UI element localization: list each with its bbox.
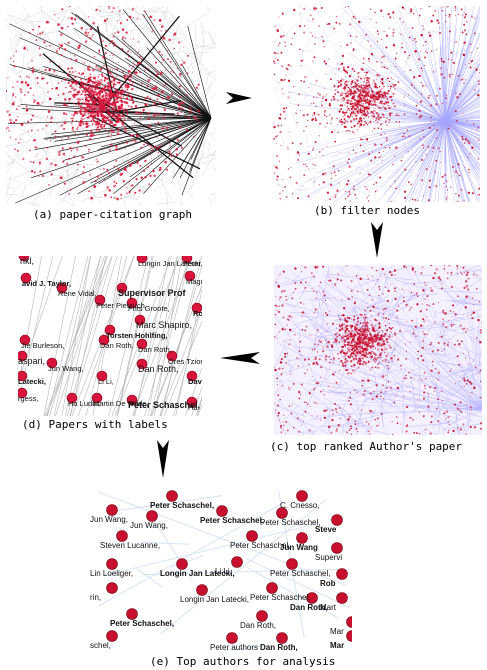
author-label: Mar xyxy=(330,627,344,636)
paper-label: Jie Burleson, xyxy=(21,341,64,350)
citation-graph-visual xyxy=(6,6,216,206)
paper-label: rikl, xyxy=(20,256,34,266)
author-label: Peter Schaschel, xyxy=(260,518,320,527)
panel-filter-nodes xyxy=(273,6,480,202)
paper-label: Ores Tzion xyxy=(168,357,202,366)
paper-label: Davi xyxy=(188,377,202,386)
panel-papers-with-labels: rikl, avid J. Taylor, Rene Vidal, Longin Ja… xyxy=(18,256,202,416)
author-label: Dan Roth, xyxy=(240,621,276,630)
paper-label: Magn xyxy=(186,277,202,286)
panel-paper-citation-graph xyxy=(6,6,216,206)
author-label: Li Li, xyxy=(215,567,232,576)
blue-edge-layer xyxy=(274,265,482,435)
label-layer: Peter Schaschel, C. Cnesso, Jun Wang, Peter… xyxy=(90,501,344,652)
author-label: Peter Schaschel, xyxy=(250,593,310,602)
paper-label: Ha Ludin, xyxy=(68,399,100,408)
author-label: Peter Schaschel, xyxy=(200,516,264,525)
author-label: Mart xyxy=(320,603,337,612)
paper-label: Jun Wang, xyxy=(48,364,84,373)
panel-top-ranked xyxy=(274,265,482,435)
author-label: schel, xyxy=(90,641,111,650)
author-label: Jun Wang, xyxy=(90,515,128,524)
caption-d: (d) Papers with labels xyxy=(22,418,168,431)
node-layer xyxy=(274,265,482,435)
top-authors-visual: Peter Schaschel, C. Cnesso, Jun Wang, Peter… xyxy=(90,490,352,652)
node-layer xyxy=(6,6,201,201)
paper-label: Marc Shapiro, xyxy=(136,320,192,330)
paper-label: Latecki, xyxy=(18,377,46,386)
caption-a: (a) paper-citation graph xyxy=(33,208,192,221)
paper-label: Peter Schaschel, xyxy=(128,400,200,410)
paper-label: Dan Roth, xyxy=(138,364,179,374)
paper-label: aspari, xyxy=(18,356,45,366)
author-label: rin, xyxy=(90,593,101,602)
author-label: Supervi xyxy=(315,553,342,562)
author-label: Dan Roth, xyxy=(260,643,298,652)
caption-c: (c) top ranked Author's paper xyxy=(270,440,463,453)
paper-label: Rene Vidal, xyxy=(58,289,97,298)
paper-label: Li Li, xyxy=(98,377,114,386)
author-label: Jun Wang, xyxy=(130,521,168,530)
paper-label: avid J. Taylor, xyxy=(22,279,71,288)
panel-top-authors: Peter Schaschel, C. Cnesso, Jun Wang, Peter… xyxy=(90,490,352,654)
author-label: Rob xyxy=(320,579,336,588)
paper-label: Supervisor Prof xyxy=(118,288,187,298)
blue-edge-layer xyxy=(273,6,480,202)
paper-label: Frits Groote, xyxy=(128,304,170,313)
author-label: Steve xyxy=(315,525,337,534)
paper-label: Dan Roth, xyxy=(138,345,172,354)
author-label: Peter Schaschel, xyxy=(110,619,174,628)
paper-label: Peter O xyxy=(183,259,202,268)
author-label: Longin Jan Latecki, xyxy=(160,569,235,578)
author-label: Longin Jan Latecki, xyxy=(180,595,249,604)
author-label: Dan Roth, xyxy=(290,603,328,612)
arrow-down-icon xyxy=(371,222,383,258)
filtered-graph-visual xyxy=(273,6,480,202)
paper-label: Longin Jan Latecki, xyxy=(138,259,202,268)
paper-label: Martin De Wilde, xyxy=(93,399,148,408)
paper-label: rgess, xyxy=(18,394,38,403)
node-layer xyxy=(18,256,202,408)
paper-label: Peter Pietzuch, xyxy=(96,301,147,310)
arrow-left-icon xyxy=(220,352,260,364)
author-label: Steven Lucanne, xyxy=(100,541,160,550)
caption-b: (b) filter nodes xyxy=(314,204,420,217)
author-label: Peter Schaschel, xyxy=(270,569,330,578)
caption-e: (e) Top authors for analysis xyxy=(150,655,336,668)
author-label: Mar xyxy=(330,641,344,650)
node-layer xyxy=(273,6,480,202)
author-label: Jun Wang xyxy=(280,543,318,552)
top-ranked-visual xyxy=(274,265,482,435)
paper-label: Ha xyxy=(188,403,198,412)
label-layer: rikl, avid J. Taylor,Rene Vidal, Longin Ja… xyxy=(18,256,202,412)
author-label: Peter Schaschel, xyxy=(150,501,214,510)
author-label: Peter Schaschel, xyxy=(230,541,290,550)
author-label: C. Cnesso, xyxy=(280,501,320,510)
node-layer xyxy=(106,490,352,644)
author-label: Peter authors xyxy=(210,643,258,652)
paper-label: Rob xyxy=(193,309,202,318)
arrow-right-icon xyxy=(226,92,252,104)
paper-label: Torsten Hohlfing, xyxy=(106,331,168,340)
arrow-down-icon-2 xyxy=(157,440,169,478)
paper-label: Dan Roth, xyxy=(100,341,134,350)
labeled-papers-visual: rikl, avid J. Taylor,Rene Vidal, Longin Ja… xyxy=(18,256,202,416)
author-label: Lin Loeliger, xyxy=(90,569,133,578)
